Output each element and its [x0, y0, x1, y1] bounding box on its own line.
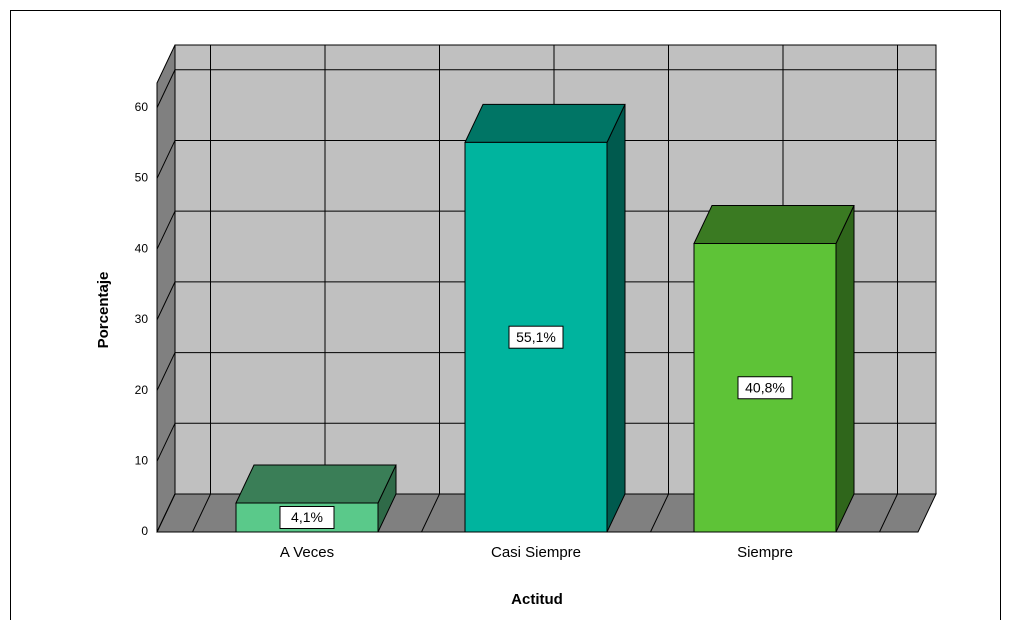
bar-top — [693, 205, 855, 245]
x-axis-title: Actitud — [511, 591, 563, 608]
bar-side — [606, 104, 626, 533]
y-tick-label: 10 — [135, 453, 149, 467]
x-tick-label: Casi Siempre — [491, 544, 581, 561]
grid-line-wall — [156, 69, 176, 108]
bar-top — [235, 464, 397, 504]
y-tick-label: 30 — [135, 312, 149, 326]
grid-line-wall — [156, 352, 176, 391]
bar-side — [835, 205, 855, 533]
bar-top — [464, 103, 626, 143]
floor-grid — [192, 493, 211, 533]
y-tick-label: 20 — [135, 383, 149, 397]
grid-line-wall — [156, 210, 176, 250]
x-tick-label: Siempre — [737, 544, 793, 561]
floor-grid — [879, 493, 898, 533]
y-axis-title: Porcentaje — [95, 272, 112, 349]
y-tick-label: 60 — [135, 100, 149, 114]
grid-line-wall — [156, 140, 176, 179]
y-tick-label: 0 — [141, 524, 148, 538]
floor-grid — [421, 493, 440, 533]
grid-line-wall — [156, 493, 176, 533]
y-tick-label: 50 — [135, 171, 149, 185]
value-label: 40,8% — [745, 379, 785, 395]
floor-grid — [650, 493, 669, 533]
grid-line-wall — [156, 423, 176, 462]
grid-line-wall — [156, 281, 176, 321]
y-tick-label: 40 — [135, 241, 149, 255]
value-label-box — [737, 376, 793, 400]
value-label-box — [279, 506, 335, 530]
value-label: 55,1% — [516, 329, 556, 345]
frame — [10, 10, 1001, 620]
value-label: 4,1% — [291, 509, 323, 525]
value-label-box — [508, 325, 564, 349]
x-tick-label: A Veces — [280, 544, 334, 561]
